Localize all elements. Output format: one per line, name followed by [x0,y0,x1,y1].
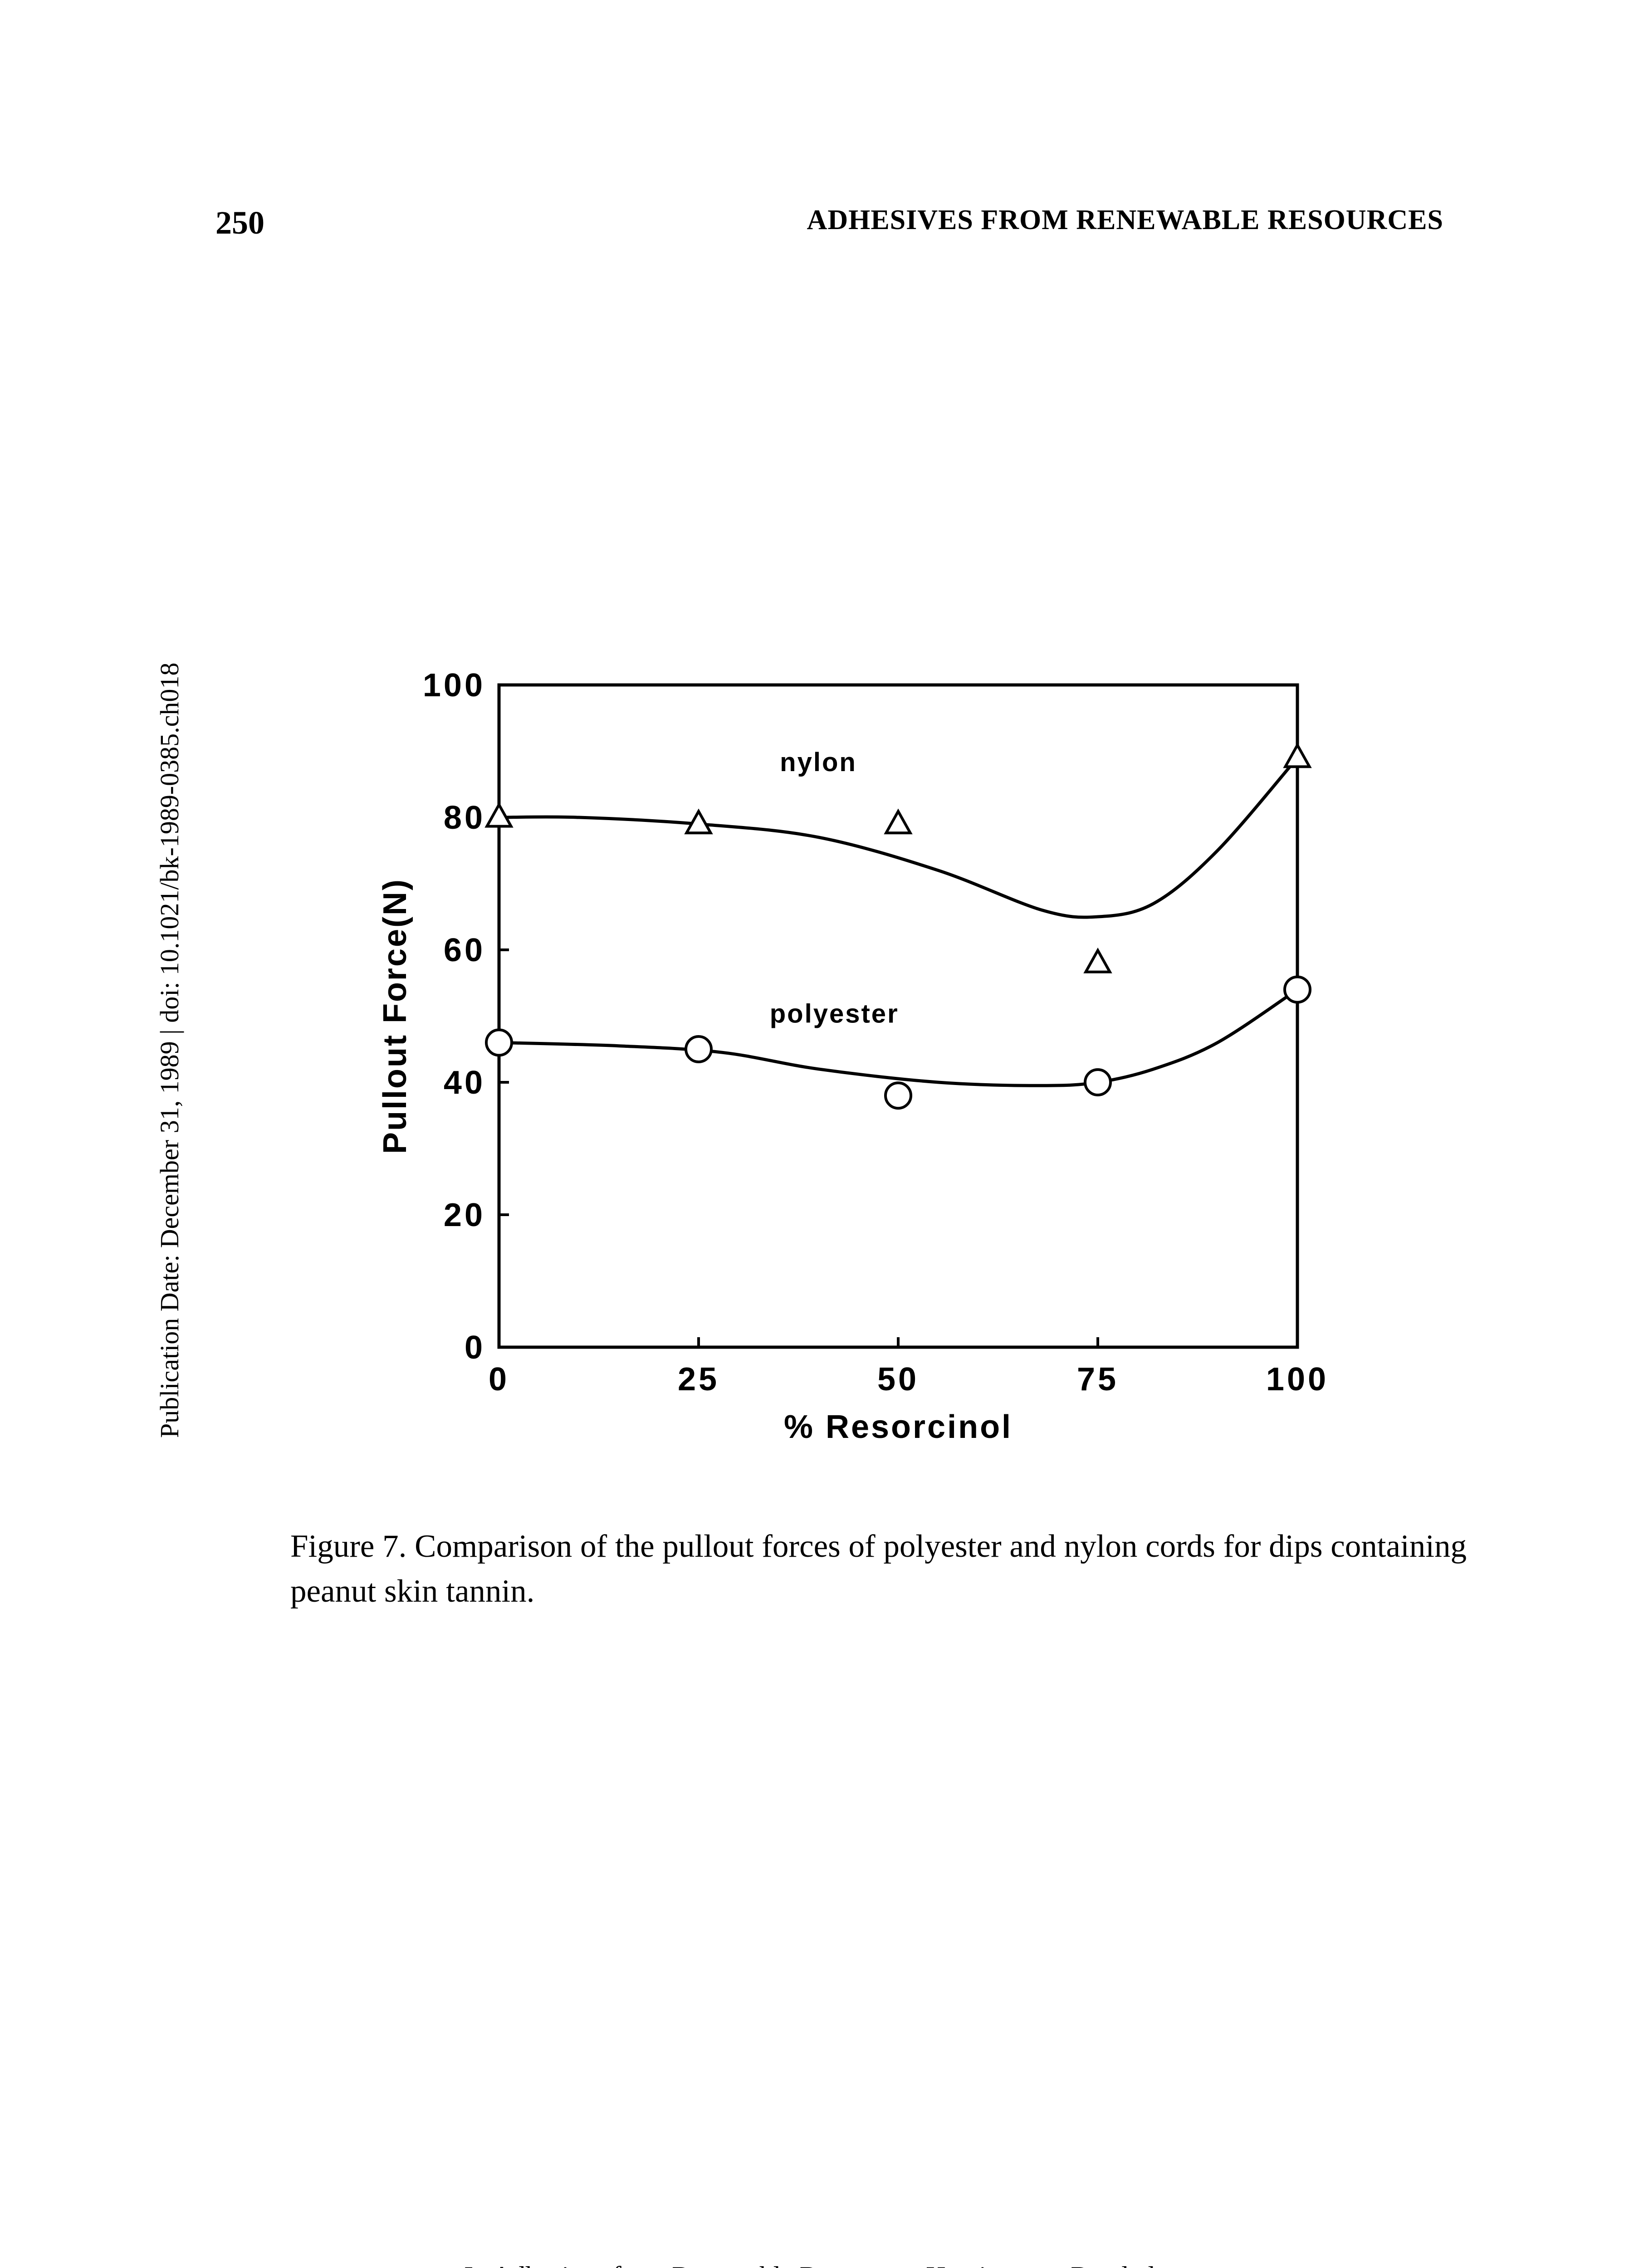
circle-marker [1285,977,1310,1002]
figure-caption: Figure 7. Comparison of the pullout forc… [290,1524,1470,1614]
circle-marker [486,1030,512,1055]
circle-marker [885,1083,911,1108]
page-number: 250 [215,204,264,242]
svg-text:0: 0 [465,1330,485,1366]
pullout-force-chart: 0255075100020406080100% ResorcinolPullou… [363,667,1316,1461]
svg-text:100: 100 [423,667,485,704]
svg-text:80: 80 [444,800,485,836]
svg-text:25: 25 [678,1361,719,1398]
footer: In Adhesives from Renewable Resources; H… [0,2258,1634,2268]
svg-text:50: 50 [877,1361,919,1398]
svg-text:Pullout Force(N): Pullout Force(N) [377,878,413,1154]
svg-text:0: 0 [489,1361,509,1398]
svg-text:60: 60 [444,932,485,968]
chart-svg: 0255075100020406080100% ResorcinolPullou… [363,667,1316,1461]
circle-marker [686,1036,711,1062]
svg-text:100: 100 [1266,1361,1329,1398]
svg-text:20: 20 [444,1197,485,1233]
nylon-label: nylon [780,748,857,777]
circle-marker [1085,1070,1111,1095]
footer-line-1: In Adhesives from Renewable Resources; H… [0,2258,1634,2268]
sidebar-citation: Publication Date: December 31, 1989 | do… [154,663,185,1438]
header-title: ADHESIVES FROM RENEWABLE RESOURCES [807,204,1443,236]
svg-text:40: 40 [444,1065,485,1101]
svg-text:% Resorcinol: % Resorcinol [784,1409,1013,1445]
svg-text:75: 75 [1077,1361,1119,1398]
polyester-label: polyester [770,999,899,1029]
